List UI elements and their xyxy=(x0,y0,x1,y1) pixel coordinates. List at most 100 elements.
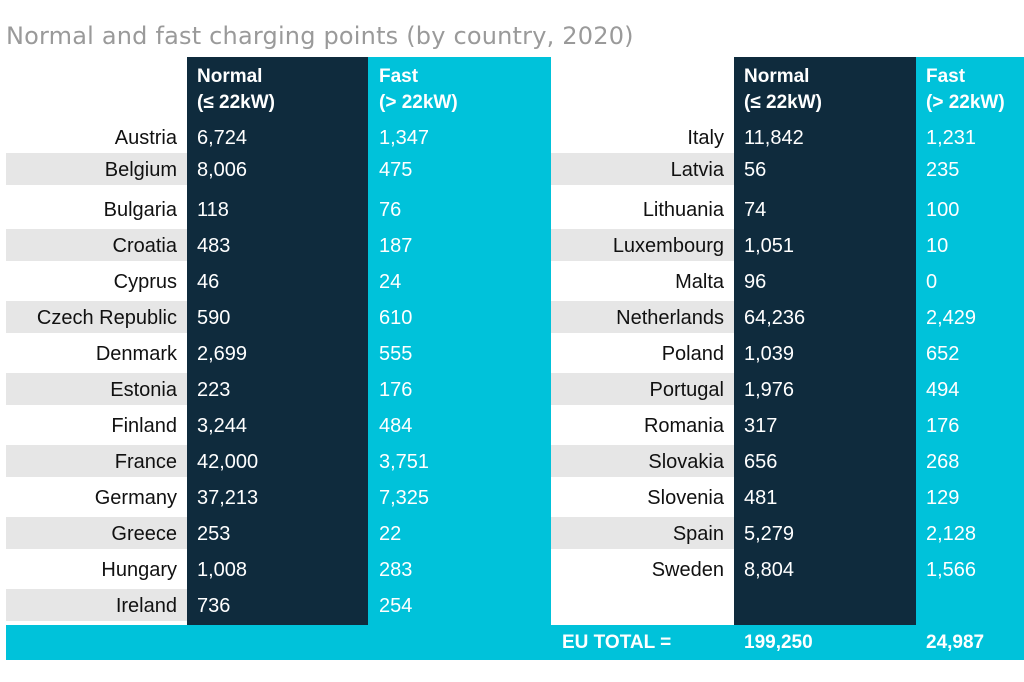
country-label: Lithuania xyxy=(642,199,724,221)
country-label: Germany xyxy=(94,487,177,509)
fast-value: 1,231 xyxy=(926,127,977,149)
eu-total-bar xyxy=(6,625,1024,660)
normal-value: 11,842 xyxy=(744,127,804,149)
country-label: Slovenia xyxy=(647,487,724,509)
normal-value: 42,000 xyxy=(197,451,259,473)
header-fast-right: Fast (> 22kW) xyxy=(926,66,1005,113)
country-label: Poland xyxy=(661,343,724,365)
normal-value: 481 xyxy=(744,487,778,509)
zebra-stripe xyxy=(6,301,187,333)
normal-value: 2,699 xyxy=(197,343,248,365)
normal-value: 483 xyxy=(197,235,231,257)
normal-value: 1,039 xyxy=(744,343,795,365)
normal-value: 6,724 xyxy=(197,127,248,149)
eu-total-normal: 199,250 xyxy=(744,632,813,653)
fast-value: 268 xyxy=(926,451,960,473)
zebra-stripe xyxy=(551,153,734,185)
fast-value: 22 xyxy=(379,523,402,545)
country-label: Latvia xyxy=(670,159,724,181)
fast-value: 129 xyxy=(926,487,960,509)
zebra-stripe xyxy=(6,373,187,405)
country-label: France xyxy=(114,451,177,473)
fast-value: 76 xyxy=(379,199,402,221)
fast-value: 235 xyxy=(926,159,960,181)
fast-value: 283 xyxy=(379,559,413,581)
country-label: Spain xyxy=(672,523,724,545)
fast-value: 100 xyxy=(926,199,960,221)
country-label: Sweden xyxy=(651,559,724,581)
normal-value: 736 xyxy=(197,595,231,617)
country-label: Portugal xyxy=(649,379,725,401)
normal-value: 3,244 xyxy=(197,415,248,437)
country-label: Malta xyxy=(675,271,724,293)
fast-value: 652 xyxy=(926,343,960,365)
normal-value: 1,976 xyxy=(744,379,795,401)
normal-value: 1,051 xyxy=(744,235,795,257)
zebra-stripe xyxy=(6,153,187,185)
fast-column-left xyxy=(368,57,551,625)
country-label: Bulgaria xyxy=(103,199,177,221)
fast-value: 2,128 xyxy=(926,523,977,545)
fast-value: 24 xyxy=(379,271,402,293)
fast-value: 176 xyxy=(926,415,960,437)
country-label: Romania xyxy=(643,415,724,437)
zebra-stripe xyxy=(6,589,187,621)
fast-value: 494 xyxy=(926,379,960,401)
header-normal-left: Normal (≤ 22kW) xyxy=(197,66,275,113)
country-label: Cyprus xyxy=(113,271,177,293)
fast-value: 610 xyxy=(379,307,413,329)
normal-value: 118 xyxy=(197,199,229,221)
normal-value: 590 xyxy=(197,307,231,329)
normal-value: 64,236 xyxy=(744,307,806,329)
country-label: Belgium xyxy=(104,159,177,181)
fast-value: 484 xyxy=(379,415,413,437)
fast-value: 1,566 xyxy=(926,559,977,581)
fast-value: 10 xyxy=(926,235,949,257)
fast-value: 2,429 xyxy=(926,307,977,329)
country-label: Italy xyxy=(687,127,724,149)
country-label: Greece xyxy=(111,523,177,545)
country-label: Hungary xyxy=(101,559,177,581)
normal-value: 317 xyxy=(744,415,778,437)
fast-value: 176 xyxy=(379,379,413,401)
country-label: Netherlands xyxy=(616,307,724,329)
fast-value: 3,751 xyxy=(379,451,430,473)
normal-value: 8,804 xyxy=(744,559,795,581)
normal-column-right xyxy=(734,57,916,625)
country-label: Finland xyxy=(111,415,177,437)
zebra-stripe xyxy=(551,301,734,333)
country-label: Czech Republic xyxy=(36,307,177,329)
zebra-stripe xyxy=(551,445,734,477)
normal-value: 1,008 xyxy=(197,559,248,581)
normal-value: 37,213 xyxy=(197,487,259,509)
zebra-stripe xyxy=(551,229,734,261)
country-label: Ireland xyxy=(115,595,177,617)
normal-value: 8,006 xyxy=(197,159,248,181)
fast-value: 475 xyxy=(379,159,413,181)
header-normal-right: Normal (≤ 22kW) xyxy=(744,66,822,113)
country-label: Denmark xyxy=(95,343,177,365)
normal-value: 223 xyxy=(197,379,231,401)
chart-title: Normal and fast charging points (by coun… xyxy=(6,22,634,50)
normal-value: 74 xyxy=(744,199,767,221)
country-label: Estonia xyxy=(110,379,177,401)
fast-column-right xyxy=(916,57,1024,625)
zebra-stripe xyxy=(6,229,187,261)
eu-total-fast: 24,987 xyxy=(926,632,985,653)
fast-value: 254 xyxy=(379,595,413,617)
zebra-stripe xyxy=(6,445,187,477)
normal-column-left xyxy=(187,57,368,625)
normal-value: 253 xyxy=(197,523,231,545)
zebra-stripe xyxy=(551,373,734,405)
eu-total-label: EU TOTAL = xyxy=(562,632,672,653)
country-label: Luxembourg xyxy=(612,235,724,257)
fast-value: 0 xyxy=(926,271,938,293)
fast-value: 555 xyxy=(379,343,413,365)
normal-value: 656 xyxy=(744,451,778,473)
fast-value: 1,347 xyxy=(379,127,430,149)
country-label: Austria xyxy=(114,127,177,149)
normal-value: 96 xyxy=(744,271,767,293)
normal-value: 5,279 xyxy=(744,523,795,545)
fast-value: 7,325 xyxy=(379,487,430,509)
fast-value: 187 xyxy=(379,235,413,257)
